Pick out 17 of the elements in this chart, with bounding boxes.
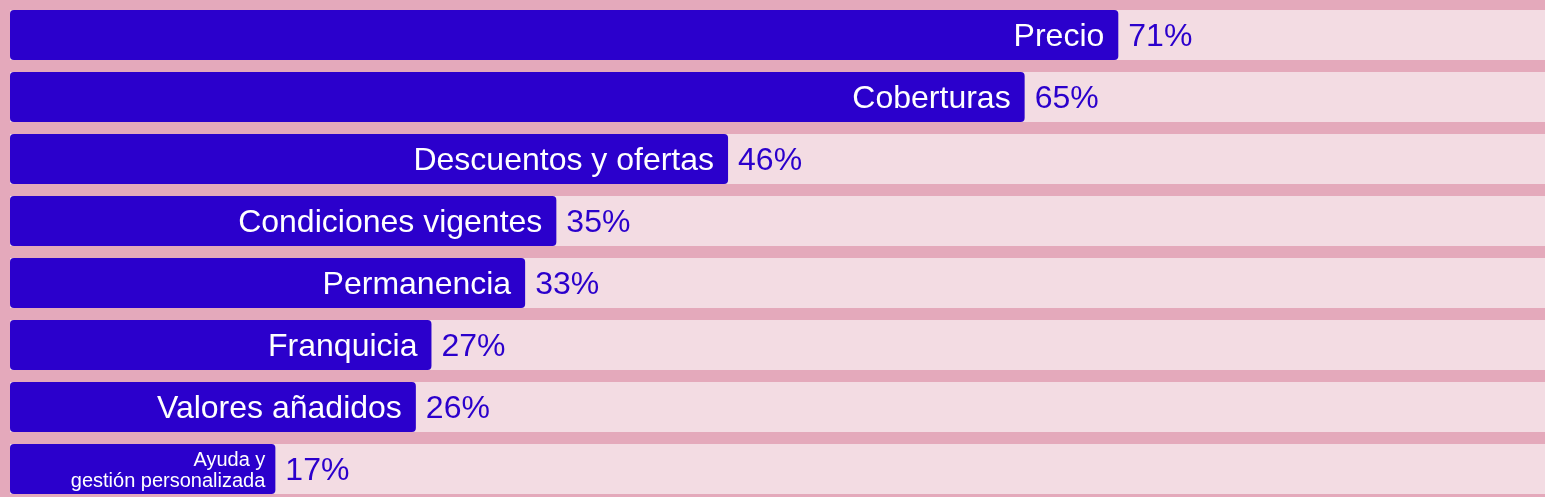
data-label: 27%: [441, 327, 506, 363]
data-label: 33%: [535, 265, 600, 301]
data-label: 17%: [285, 451, 350, 487]
y-tick-label: Franquicia: [268, 327, 418, 363]
data-label: 46%: [738, 141, 803, 177]
data-label: 26%: [425, 389, 490, 425]
data-label: 65%: [1034, 79, 1099, 115]
y-tick-label: Coberturas: [852, 79, 1011, 115]
data-label: 35%: [566, 203, 631, 239]
y-tick-label: Ayuda y gestión personalizada: [70, 448, 267, 491]
y-tick-label: Descuentos y ofertas: [413, 141, 715, 177]
y-tick-label: Valores añadidos: [156, 389, 402, 425]
y-tick-label: Permanencia: [322, 265, 512, 301]
data-label: 71%: [1128, 17, 1193, 53]
bar: [10, 320, 432, 370]
y-tick-label: Precio: [1013, 17, 1105, 53]
y-tick-label: Condiciones vigentes: [238, 203, 543, 239]
